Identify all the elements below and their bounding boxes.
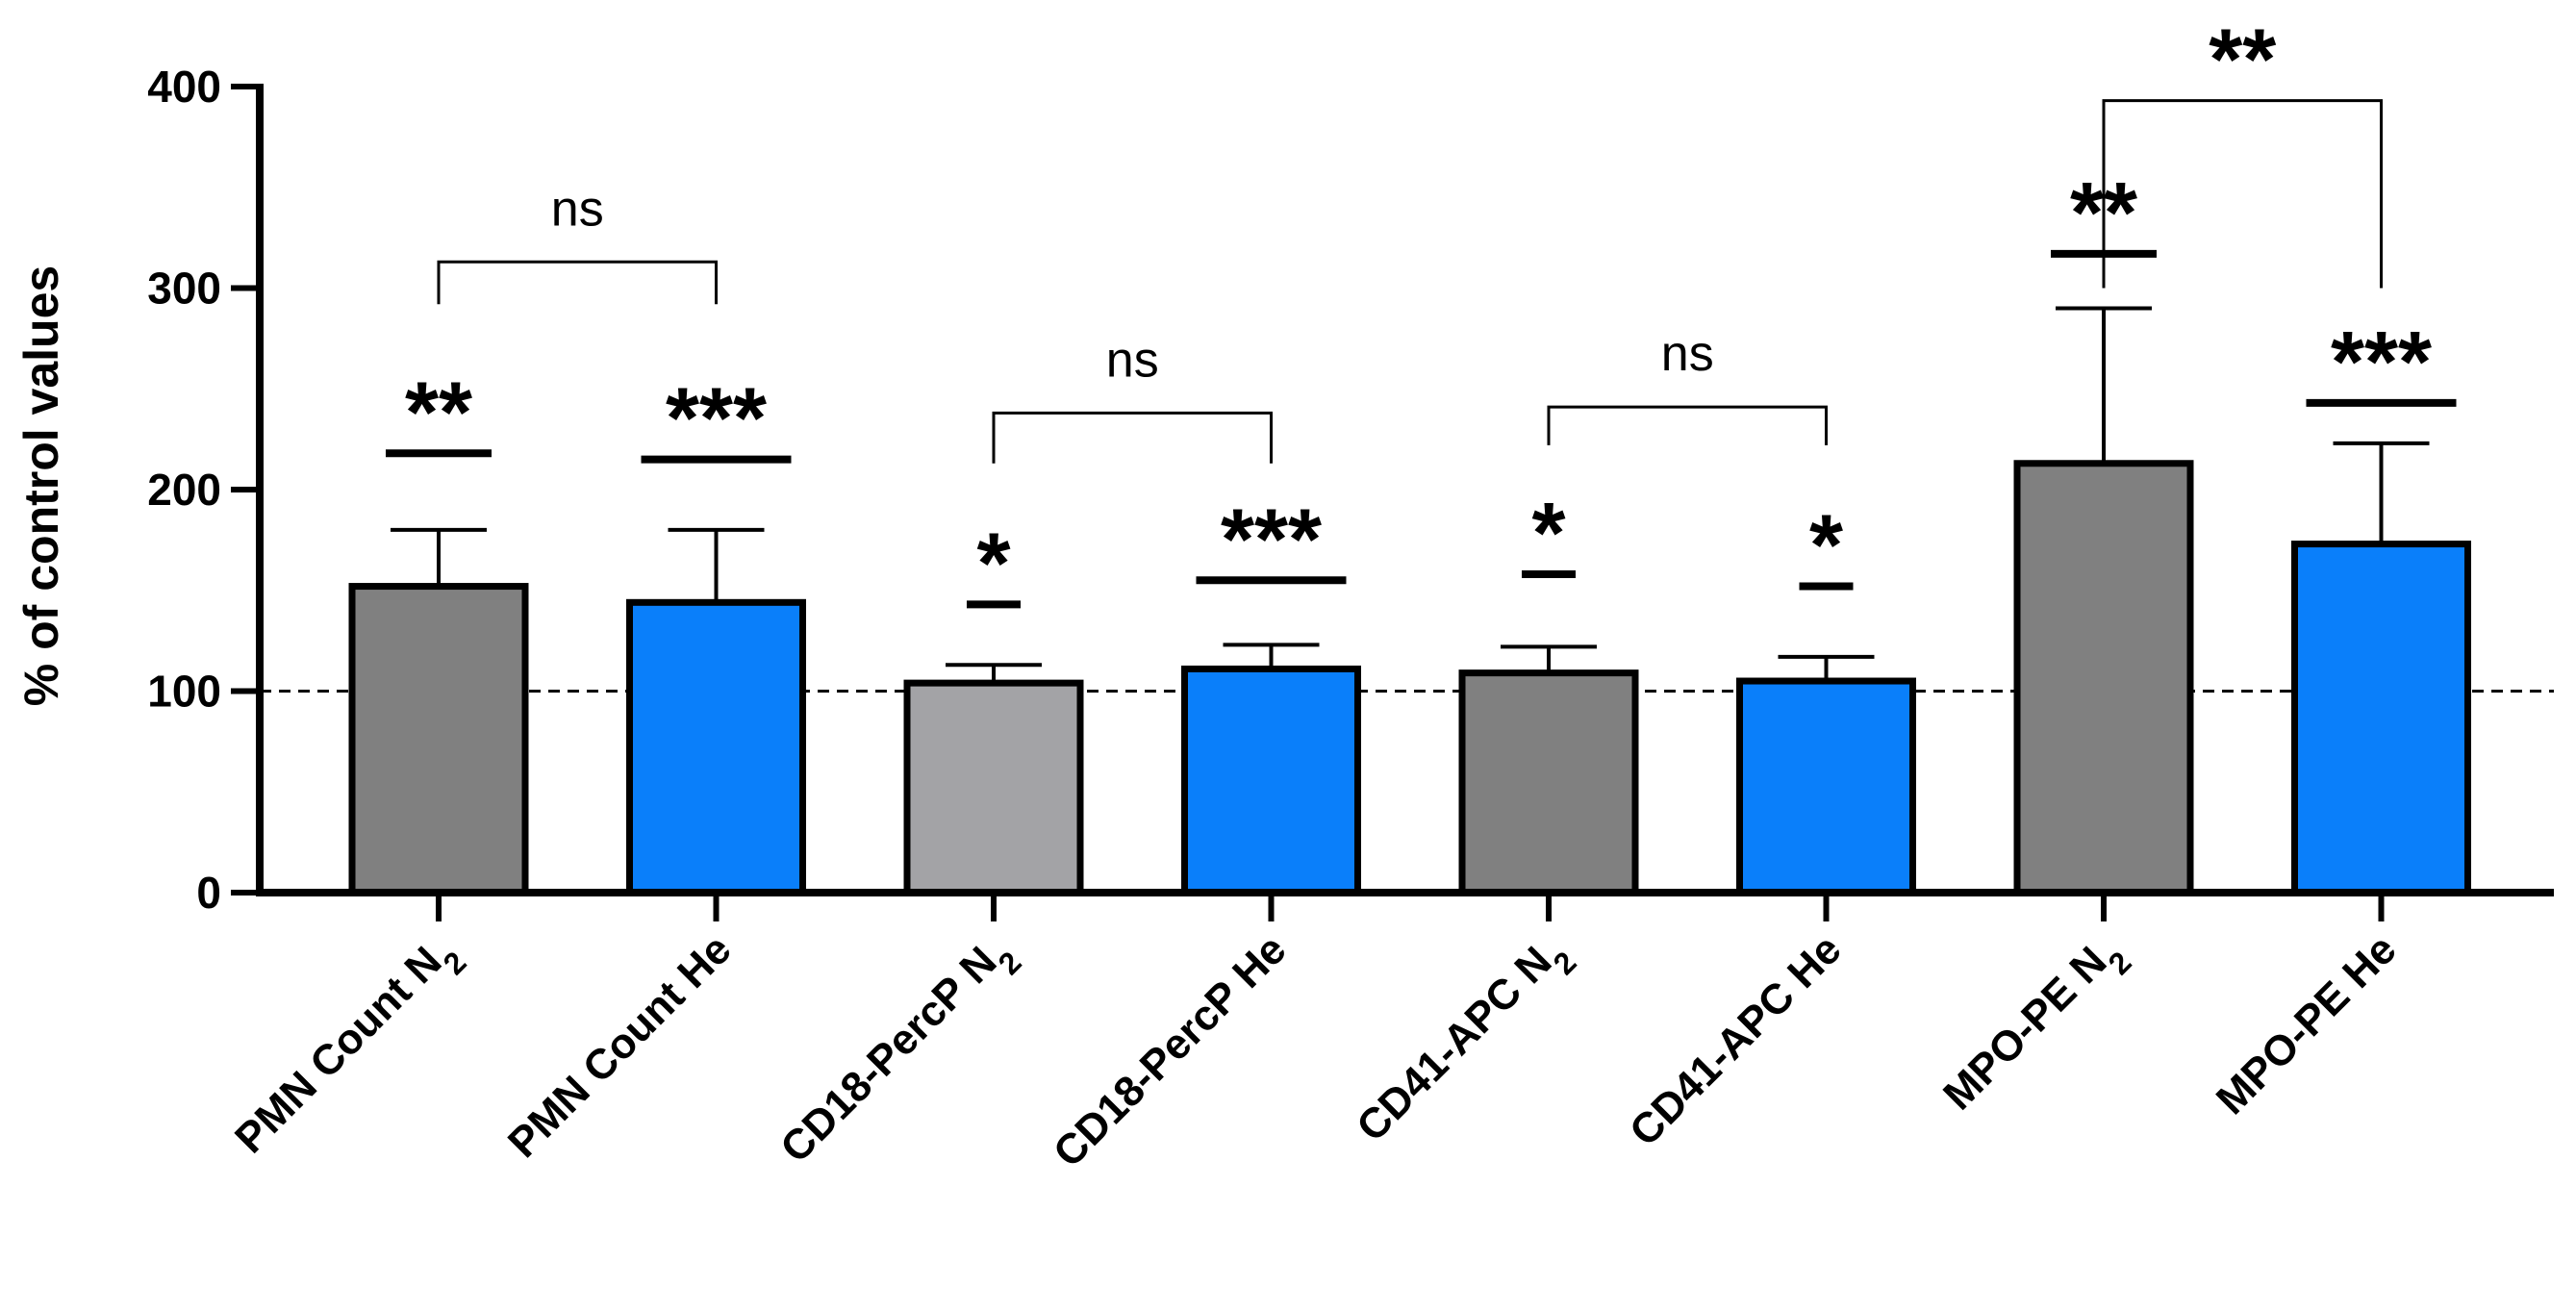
y-axis-title: % of control values [14, 265, 68, 706]
comparison-label: ns [1661, 326, 1714, 382]
y-tick-label: 200 [147, 465, 221, 515]
x-tick-label: MPO-PE He [2208, 925, 2406, 1123]
significance-label: *** [666, 371, 767, 467]
bar [1458, 669, 1639, 896]
bar [1736, 677, 1916, 896]
significance-label: *** [1221, 492, 1322, 588]
bar [2291, 541, 2471, 896]
x-tick-label: CD18-PercP He [1045, 925, 1296, 1176]
x-tick-label: PMN Count He [499, 925, 741, 1167]
y-tick-label: 100 [147, 667, 221, 717]
comparison-label: ns [1106, 332, 1159, 388]
significance-label: * [1809, 498, 1843, 594]
x-tick-label: CD18-PercP N2 [771, 925, 1028, 1182]
x-tick-label: MPO-PE N2 [1934, 925, 2138, 1129]
comparison-bracket [1547, 405, 1828, 445]
y-tick-label: 300 [147, 264, 221, 314]
significance-label: *** [2331, 315, 2432, 411]
bar [626, 598, 806, 896]
significance-label: * [1531, 486, 1565, 582]
comparison-label: ** [2209, 13, 2276, 109]
significance-label: * [976, 516, 1010, 612]
comparison-label: ns [551, 181, 604, 237]
bar [348, 583, 529, 896]
y-tick-label: 0 [196, 868, 221, 918]
x-tick-label: CD41-APC N2 [1348, 925, 1583, 1161]
comparison-bracket [992, 411, 1273, 464]
bar [903, 679, 1084, 896]
bar [1181, 665, 1361, 896]
x-tick-label: CD41-APC He [1621, 925, 1851, 1155]
significance-label: ** [405, 365, 472, 461]
comparison-bracket [437, 260, 718, 305]
y-tick-label: 400 [147, 62, 221, 112]
x-tick-label: PMN Count N2 [226, 925, 473, 1173]
bar [2013, 460, 2194, 896]
comparison-bracket [2102, 99, 2383, 289]
